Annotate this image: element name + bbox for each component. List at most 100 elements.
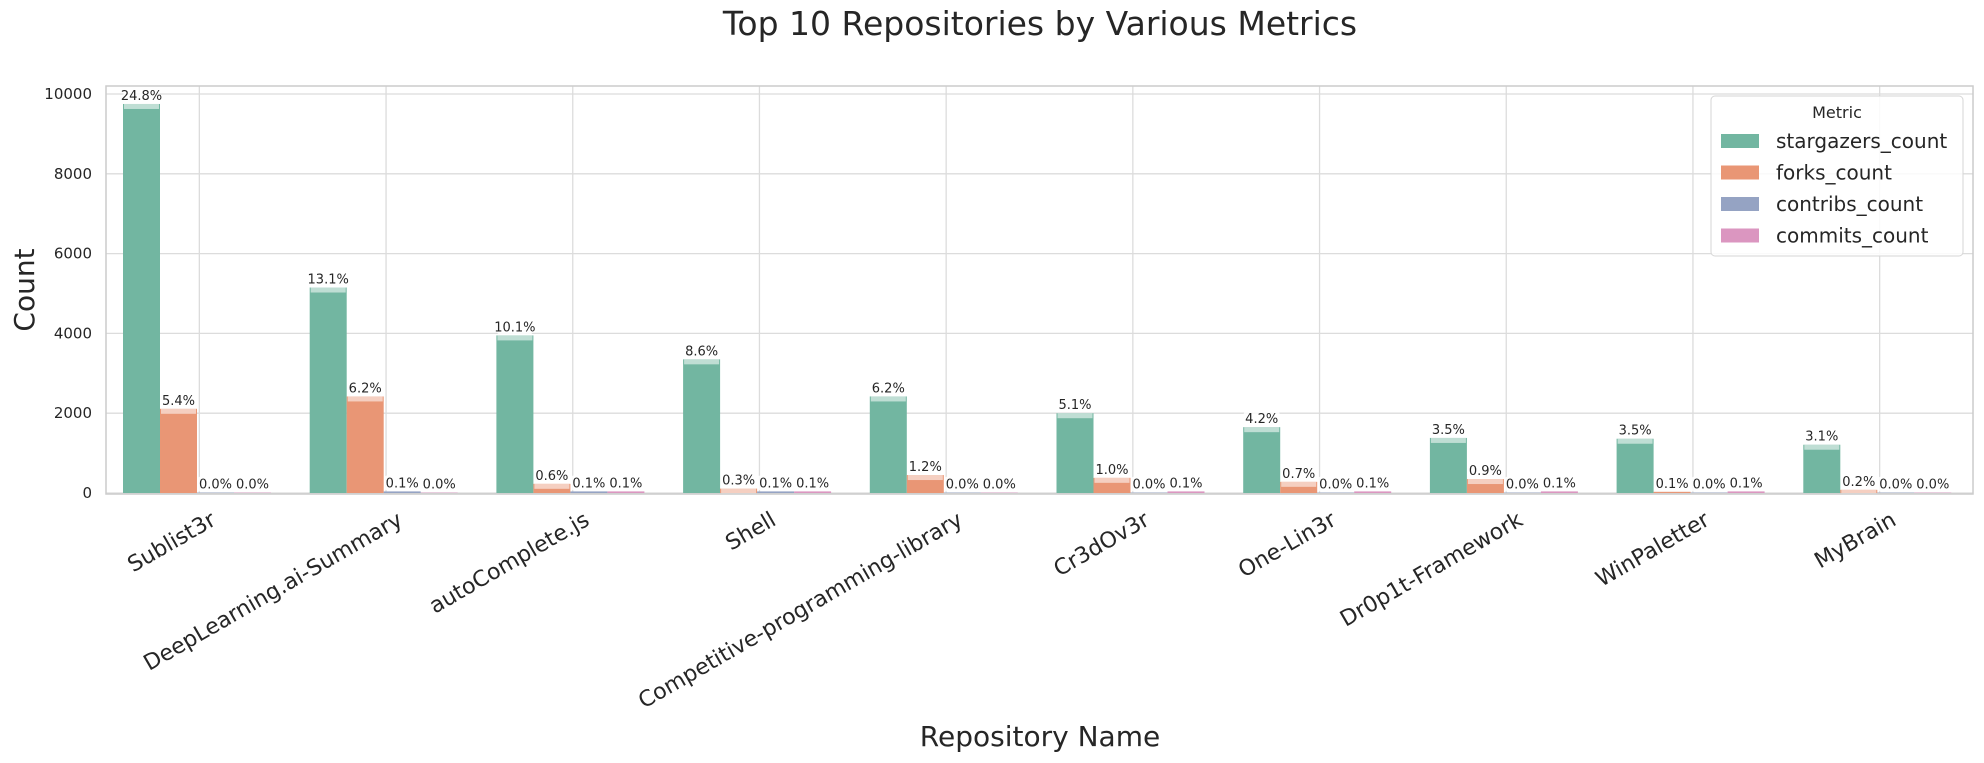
data-label-bg <box>683 343 720 359</box>
data-label-bg <box>421 476 458 492</box>
data-label: 0.1% <box>386 476 419 491</box>
data-label: 0.1% <box>796 476 829 491</box>
bar-stargazers_count <box>496 335 534 493</box>
bar-highlight <box>161 408 196 414</box>
data-label: 0.1% <box>759 476 792 491</box>
data-label-bg <box>1877 476 1914 492</box>
legend-swatch-stargazers_count <box>1721 134 1759 148</box>
data-label-bg <box>1243 411 1280 427</box>
data-label-bg <box>1840 473 1877 489</box>
bar-stargazers_count <box>123 103 160 493</box>
x-tick-label: One-Lin3r <box>1234 507 1341 583</box>
bar-stargazers_count <box>1056 413 1094 493</box>
data-label-bg <box>1317 476 1354 492</box>
data-label: 6.2% <box>872 381 905 396</box>
bar-highlight <box>870 396 906 402</box>
bar-highlight <box>721 488 757 494</box>
bar-commits_count <box>1354 491 1392 493</box>
data-label-bg <box>1691 476 1728 492</box>
data-label: 3.5% <box>1619 424 1652 439</box>
legend-title: Metric <box>1812 103 1862 122</box>
bar-stargazers_count <box>309 287 347 493</box>
data-label-bg <box>1168 475 1204 491</box>
data-label-bg <box>981 476 1018 492</box>
data-label: 3.1% <box>1805 430 1838 445</box>
data-label-bg <box>347 380 384 396</box>
bar-highlight <box>124 103 159 109</box>
data-label: 0.0% <box>1319 478 1352 493</box>
data-label: 3.5% <box>1432 423 1465 438</box>
bar-highlight <box>684 359 720 365</box>
data-label: 6.2% <box>349 381 382 396</box>
x-tick-label: Dr0p1t-Framework <box>1336 507 1527 632</box>
legend-label: commits_count <box>1776 224 1929 248</box>
data-label-bg <box>720 472 757 488</box>
data-label-bg <box>870 380 907 396</box>
data-label: 0.1% <box>1730 476 1763 491</box>
data-label-bg <box>234 476 271 492</box>
bar-forks_count <box>1280 481 1318 493</box>
data-label-bg <box>1914 476 1951 492</box>
y-tick-label: 10000 <box>44 85 92 103</box>
data-label: 0.0% <box>1506 478 1539 493</box>
data-label-bg <box>1728 475 1765 491</box>
bar-stargazers_count <box>1243 427 1281 493</box>
data-label-bg <box>1617 422 1654 438</box>
data-label-bg <box>123 87 160 103</box>
x-tick-label: autoComplete.js <box>425 508 593 620</box>
data-label-bg <box>1280 465 1317 481</box>
grid <box>106 86 1973 494</box>
data-label-bg <box>607 475 644 491</box>
data-label: 0.0% <box>1132 478 1165 493</box>
data-label: 0.0% <box>1916 478 1949 493</box>
bar-highlight <box>1617 438 1653 444</box>
bar-highlight <box>1281 481 1317 487</box>
data-label: 0.0% <box>236 478 269 493</box>
data-label-bg <box>944 476 981 492</box>
data-label-bg <box>1504 476 1541 492</box>
bar-stargazers_count <box>683 359 721 493</box>
y-ticks: 0 2000 4000 6000 8000 10000 <box>44 85 92 502</box>
legend-label: contribs_count <box>1776 192 1923 216</box>
bar-commits_count <box>1727 491 1765 493</box>
data-label: 0.1% <box>1543 476 1576 491</box>
data-label-bg <box>794 475 831 491</box>
data-label: 0.1% <box>1356 476 1389 491</box>
plot-frame <box>105 85 1974 495</box>
data-label: 0.0% <box>1879 478 1912 493</box>
x-tick-label: Cr3dOv3r <box>1050 507 1155 582</box>
data-label: 5.1% <box>1058 398 1091 413</box>
data-label-bg <box>1094 461 1130 477</box>
bar-forks_count <box>160 408 197 493</box>
bar-commits_count <box>607 491 645 493</box>
data-label: 0.0% <box>983 478 1016 493</box>
data-label: 0.1% <box>609 476 642 491</box>
bar-stargazers_count <box>1429 437 1467 493</box>
legend-box <box>1710 95 1964 257</box>
bar-stargazers_count <box>869 396 907 493</box>
data-label: 0.6% <box>535 469 568 484</box>
legend: Metric stargazers_count forks_countcontri… <box>1710 95 1964 257</box>
legend-swatch-contribs_count <box>1721 197 1759 211</box>
bar-highlight <box>1804 444 1840 450</box>
y-tick-label: 6000 <box>54 245 92 263</box>
data-label-bg <box>1541 475 1578 491</box>
data-label: 5.4% <box>162 394 195 409</box>
bar-highlight <box>1094 477 1130 483</box>
legend-label: stargazers_count <box>1776 129 1947 153</box>
x-tick-label: WinPaletter <box>1592 507 1715 592</box>
bar-highlight <box>907 475 943 481</box>
data-label-bg <box>1430 421 1467 437</box>
data-label-bg <box>310 271 347 287</box>
data-label: 1.2% <box>909 460 942 475</box>
data-label: 24.8% <box>121 89 162 104</box>
data-label: 0.1% <box>1656 477 1689 492</box>
data-label: 8.6% <box>685 344 718 359</box>
data-label: 0.7% <box>1282 467 1315 482</box>
data-label-bg <box>1654 475 1691 491</box>
bar-contribs_count <box>570 491 608 493</box>
data-label-bg <box>496 319 533 335</box>
data-label: 10.1% <box>494 320 535 335</box>
